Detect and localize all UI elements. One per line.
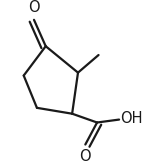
Text: O: O xyxy=(28,0,40,15)
Text: OH: OH xyxy=(121,111,143,126)
Text: O: O xyxy=(80,149,91,162)
